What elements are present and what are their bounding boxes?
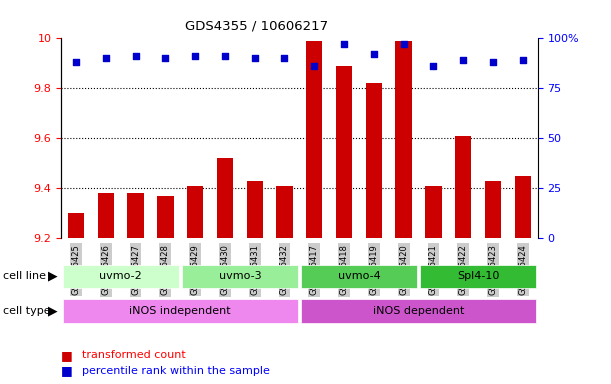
Bar: [246, 180, 263, 238]
Point: [280, 55, 290, 61]
Bar: [420, 265, 536, 288]
Point: [220, 53, 230, 60]
Point: [101, 55, 111, 61]
Point: [369, 51, 379, 58]
Text: iNOS independent: iNOS independent: [130, 306, 231, 316]
Bar: [217, 158, 233, 238]
Text: GDS4355 / 10606217: GDS4355 / 10606217: [185, 19, 328, 32]
Bar: [301, 265, 417, 288]
Text: ■: ■: [61, 364, 73, 377]
Bar: [306, 41, 323, 238]
Text: uvmo-3: uvmo-3: [219, 271, 261, 281]
Point: [190, 53, 200, 60]
Point: [309, 63, 319, 70]
Bar: [157, 195, 174, 238]
Bar: [514, 176, 531, 238]
Bar: [181, 265, 298, 288]
Bar: [62, 265, 179, 288]
Text: uvmo-2: uvmo-2: [100, 271, 142, 281]
Bar: [301, 299, 536, 323]
Point: [339, 41, 349, 48]
Bar: [127, 193, 144, 238]
Text: cell type: cell type: [3, 306, 51, 316]
Point: [131, 53, 141, 60]
Bar: [62, 299, 298, 323]
Text: ■: ■: [61, 349, 73, 362]
Bar: [336, 66, 353, 238]
Text: cell line: cell line: [3, 271, 46, 281]
Point: [458, 57, 468, 63]
Text: Spl4-10: Spl4-10: [457, 271, 499, 281]
Point: [250, 55, 260, 61]
Bar: [455, 136, 472, 238]
Bar: [395, 41, 412, 238]
Text: ▶: ▶: [48, 270, 57, 283]
Text: ▶: ▶: [48, 304, 57, 317]
Point: [161, 55, 170, 61]
Bar: [365, 83, 382, 238]
Text: uvmo-4: uvmo-4: [338, 271, 380, 281]
Point: [428, 63, 438, 70]
Text: iNOS dependent: iNOS dependent: [373, 306, 464, 316]
Bar: [425, 185, 442, 238]
Point: [518, 57, 528, 63]
Bar: [485, 180, 501, 238]
Bar: [98, 193, 114, 238]
Point: [488, 59, 498, 65]
Point: [399, 41, 409, 48]
Bar: [187, 185, 203, 238]
Bar: [68, 213, 84, 238]
Point: [71, 59, 81, 65]
Text: percentile rank within the sample: percentile rank within the sample: [82, 366, 270, 376]
Text: transformed count: transformed count: [82, 350, 186, 360]
Bar: [276, 185, 293, 238]
